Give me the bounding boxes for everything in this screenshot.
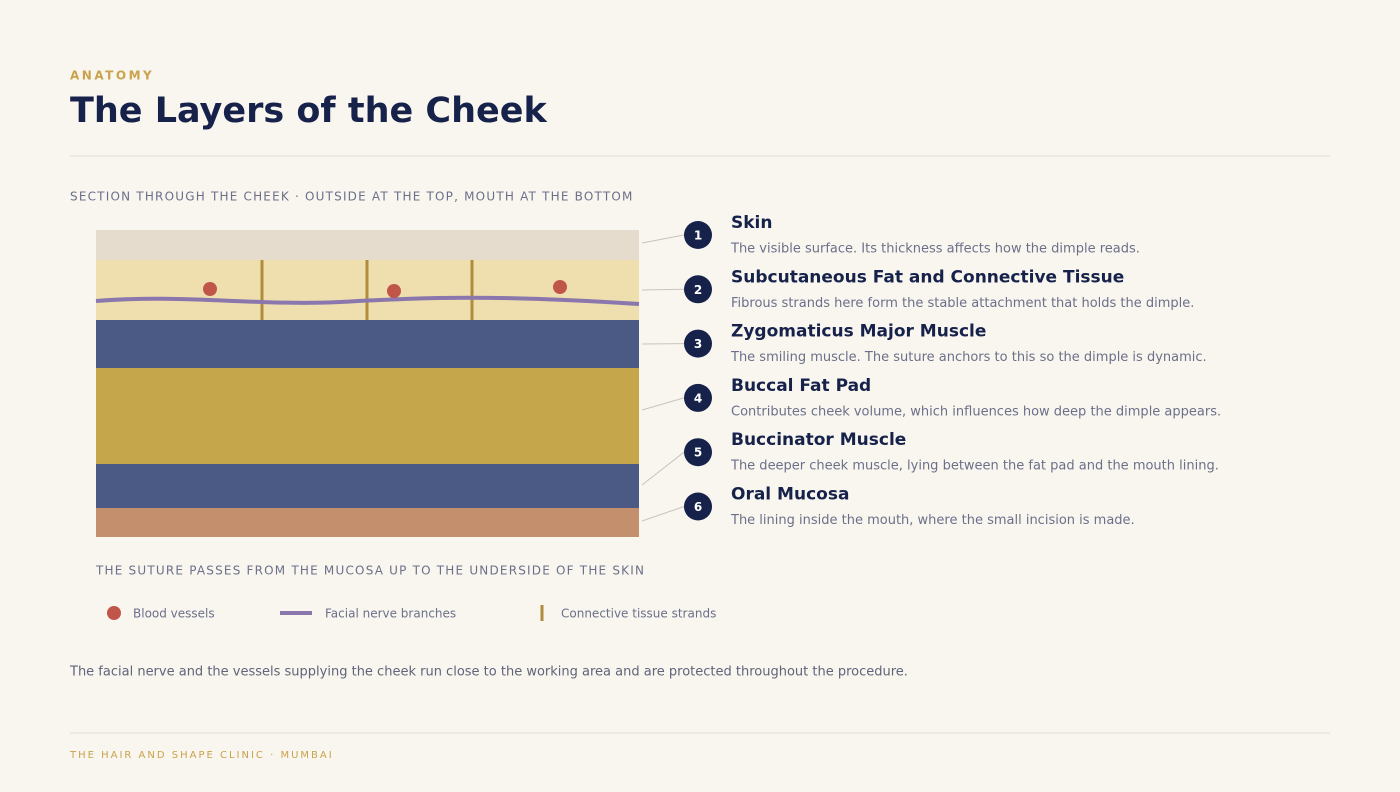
badge-number: 2 [694, 283, 702, 297]
layer-description: The smiling muscle. The suture anchors t… [730, 350, 1207, 365]
mucosa-layer [96, 508, 639, 537]
cross-section [96, 230, 639, 537]
legend-label: Facial nerve branches [325, 607, 456, 621]
layer-description: The deeper cheek muscle, lying between t… [730, 459, 1219, 474]
section-label: SECTION THROUGH THE CHEEK · OUTSIDE AT T… [70, 190, 634, 204]
footer: THE HAIR AND SHAPE CLINIC · MUMBAI [69, 750, 334, 761]
legend-label: Blood vessels [133, 607, 215, 621]
layer-description: Fibrous strands here form the stable att… [731, 296, 1194, 311]
layer-name: Skin [731, 213, 772, 233]
layer-name: Subcutaneous Fat and Connective Tissue [731, 267, 1124, 287]
leader [642, 452, 684, 485]
layer-description: Contributes cheek volume, which influenc… [731, 404, 1221, 419]
leader [642, 289, 684, 290]
layer-description: The lining inside the mouth, where the s… [730, 513, 1135, 528]
badge-number: 3 [694, 337, 702, 351]
badge-number: 4 [694, 391, 702, 405]
muscle-layer [96, 320, 639, 368]
badge-number: 1 [694, 229, 702, 243]
vessel [203, 282, 217, 296]
layer-description: The visible surface. Its thickness affec… [730, 242, 1140, 257]
layer-name: Zygomaticus Major Muscle [731, 322, 986, 342]
layer-name: Oral Mucosa [731, 485, 849, 505]
legend-label: Connective tissue strands [561, 607, 716, 621]
layer-list: 1 Skin The visible surface. Its thickness … [642, 213, 1221, 528]
title: The Layers of the Cheek [70, 91, 547, 131]
leader [642, 507, 684, 522]
leader [642, 235, 684, 243]
eyebrow: ANATOMY [70, 69, 154, 83]
vessel [553, 280, 567, 294]
skin-layer [96, 230, 639, 260]
note: The facial nerve and the vessels supplyi… [69, 665, 908, 680]
legend-swatch [107, 606, 121, 620]
buccal-fat-layer [96, 368, 639, 464]
caption: THE SUTURE PASSES FROM THE MUCOSA UP TO … [95, 564, 645, 578]
badge-number: 6 [694, 500, 702, 514]
vessel [387, 284, 401, 298]
layer-name: Buccal Fat Pad [731, 376, 871, 396]
layer-name: Buccinator Muscle [731, 430, 906, 450]
leader [642, 398, 684, 410]
badge-number: 5 [694, 446, 702, 460]
buccinator-layer [96, 464, 639, 508]
